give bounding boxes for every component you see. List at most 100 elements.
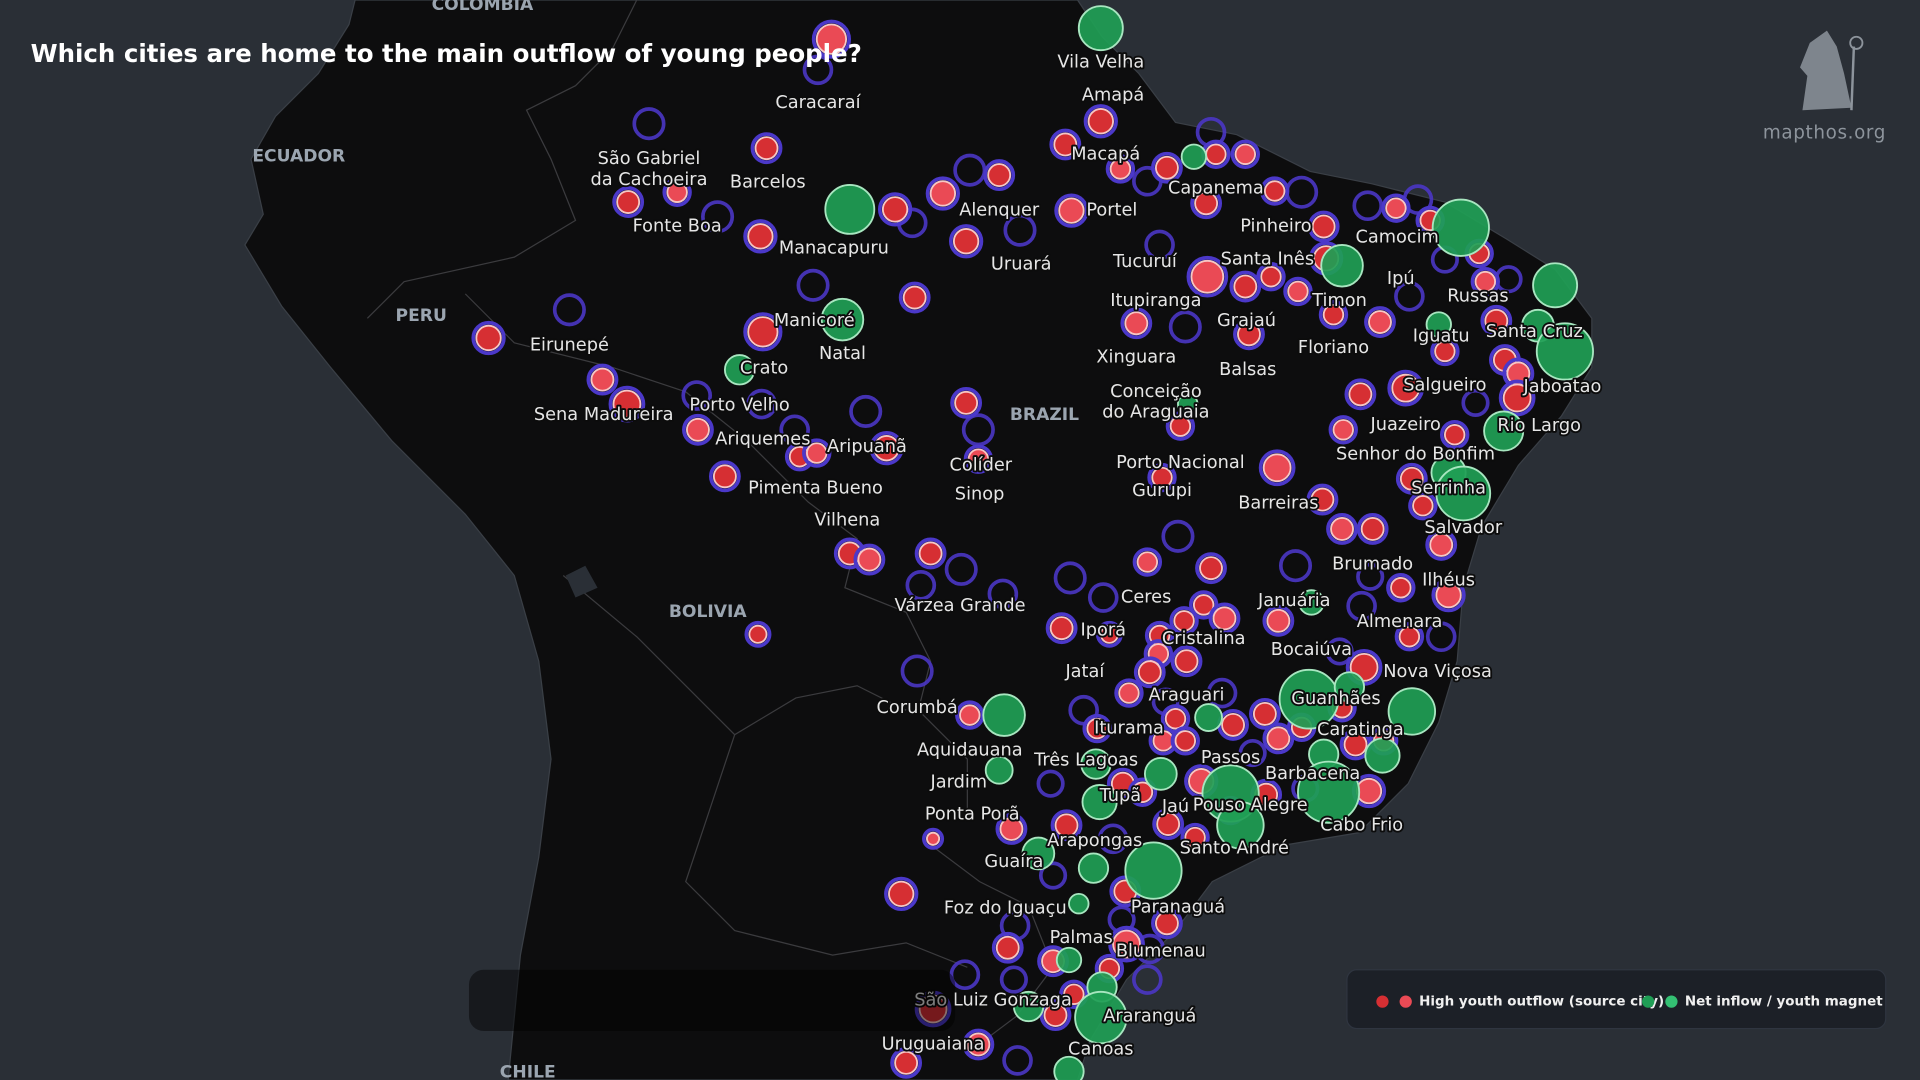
outflow-city[interactable] (1484, 308, 1509, 333)
inflow-city[interactable] (1177, 393, 1199, 415)
outflow-city[interactable] (1368, 310, 1392, 334)
outflow-city[interactable] (1234, 143, 1257, 165)
inflow-city[interactable] (1143, 757, 1178, 791)
outflow-city[interactable] (666, 181, 688, 203)
outflow-city[interactable] (873, 435, 900, 462)
outflow-city[interactable] (1398, 626, 1421, 648)
outflow-city[interactable] (1112, 929, 1141, 959)
outflow-city[interactable] (888, 880, 915, 908)
inflow-city[interactable] (984, 755, 1014, 785)
outflow-city[interactable] (1332, 419, 1354, 441)
outflow-city[interactable] (1429, 532, 1454, 557)
outflow-city[interactable] (1087, 108, 1114, 135)
outflow-city[interactable] (815, 23, 848, 55)
outflow-city[interactable] (712, 464, 737, 489)
outflow-city[interactable] (1053, 132, 1078, 157)
inflow-city[interactable] (1425, 311, 1452, 338)
outflow-city[interactable] (1502, 383, 1532, 413)
outflow-city[interactable] (1237, 322, 1261, 347)
outflow-city[interactable] (1156, 812, 1181, 837)
outflow-city[interactable] (1233, 274, 1258, 299)
inflow-city[interactable] (1055, 946, 1083, 974)
outflow-city[interactable] (1434, 340, 1456, 363)
inflow-city[interactable] (1387, 687, 1437, 736)
outflow-city[interactable] (788, 446, 811, 468)
inflow-city[interactable] (1074, 990, 1128, 1045)
outflow-city[interactable] (1385, 197, 1407, 219)
outflow-city[interactable] (929, 180, 957, 207)
inflow-city[interactable] (723, 354, 756, 386)
outflow-city[interactable] (1164, 708, 1187, 730)
outflow-city[interactable] (1174, 649, 1199, 674)
outflow-city[interactable] (1266, 608, 1291, 633)
outflow-city[interactable] (1391, 373, 1421, 403)
inflow-city[interactable] (1483, 410, 1525, 452)
inflow-city[interactable] (1216, 801, 1265, 850)
inflow-city[interactable] (1194, 703, 1223, 732)
inflow-city[interactable] (1021, 836, 1056, 871)
outflow-city[interactable] (1173, 610, 1195, 632)
outflow-city[interactable] (1099, 624, 1119, 644)
outflow-city[interactable] (1343, 732, 1368, 757)
inflow-city[interactable] (1320, 243, 1364, 288)
outflow-city[interactable] (747, 223, 774, 250)
outflow-city[interactable] (1443, 423, 1466, 446)
outflow-city[interactable] (1330, 517, 1354, 541)
outflow-city[interactable] (1310, 487, 1335, 512)
inflow-city[interactable] (1333, 671, 1366, 703)
outflow-city[interactable] (1190, 259, 1225, 294)
outflow-city[interactable] (612, 389, 642, 419)
inflow-city[interactable] (1298, 589, 1325, 616)
outflow-city[interactable] (1194, 191, 1219, 216)
outflow-city[interactable] (1399, 466, 1424, 491)
outflow-city[interactable] (1205, 143, 1227, 165)
outflow-city[interactable] (1124, 311, 1149, 336)
outflow-city[interactable] (1049, 616, 1074, 641)
inflow-city[interactable] (1278, 668, 1340, 730)
outflow-city[interactable] (686, 417, 710, 442)
outflow-city[interactable] (1086, 717, 1108, 740)
outflow-city[interactable] (995, 935, 1020, 960)
outflow-city[interactable] (894, 1050, 919, 1075)
outflow-city[interactable] (1348, 382, 1373, 407)
outflow-city[interactable] (1137, 660, 1162, 685)
outflow-city[interactable] (748, 624, 768, 644)
outflow-city[interactable] (1192, 594, 1215, 616)
outflow-city[interactable] (1390, 577, 1412, 599)
outflow-city[interactable] (616, 190, 641, 214)
outflow-city[interactable] (1252, 701, 1277, 726)
outflow-city[interactable] (1260, 266, 1282, 288)
outflow-city[interactable] (918, 541, 943, 566)
outflow-city[interactable] (1043, 1003, 1068, 1028)
outflow-city[interactable] (1054, 813, 1079, 838)
inflow-city[interactable] (1081, 783, 1118, 821)
outflow-city[interactable] (967, 448, 990, 470)
outflow-city[interactable] (1151, 466, 1173, 489)
outflow-city[interactable] (1355, 777, 1383, 805)
outflow-city[interactable] (1136, 551, 1159, 573)
outflow-city[interactable] (902, 285, 927, 310)
outflow-city[interactable] (952, 228, 980, 255)
outflow-city[interactable] (475, 324, 502, 352)
inflow-city[interactable] (824, 183, 876, 235)
outflow-city[interactable] (1221, 712, 1245, 737)
outflow-city[interactable] (806, 442, 828, 464)
outflow-city[interactable] (590, 367, 615, 392)
outflow-city[interactable] (1212, 606, 1237, 631)
outflow-city[interactable] (954, 390, 979, 415)
outflow-city[interactable] (1266, 726, 1291, 751)
outflow-city[interactable] (1435, 581, 1462, 609)
outflow-city[interactable] (1155, 155, 1179, 180)
outflow-city[interactable] (1169, 415, 1192, 437)
outflow-city[interactable] (926, 831, 941, 846)
outflow-city[interactable] (881, 196, 909, 223)
outflow-city[interactable] (1287, 280, 1309, 303)
inflow-city[interactable] (1077, 5, 1124, 52)
inflow-city[interactable] (820, 297, 865, 342)
outflow-city[interactable] (747, 316, 779, 348)
outflow-city[interactable] (1184, 826, 1206, 849)
inflow-city[interactable] (1012, 990, 1045, 1023)
outflow-city[interactable] (1360, 517, 1385, 541)
outflow-city[interactable] (1412, 495, 1434, 517)
outflow-city[interactable] (1131, 781, 1154, 803)
